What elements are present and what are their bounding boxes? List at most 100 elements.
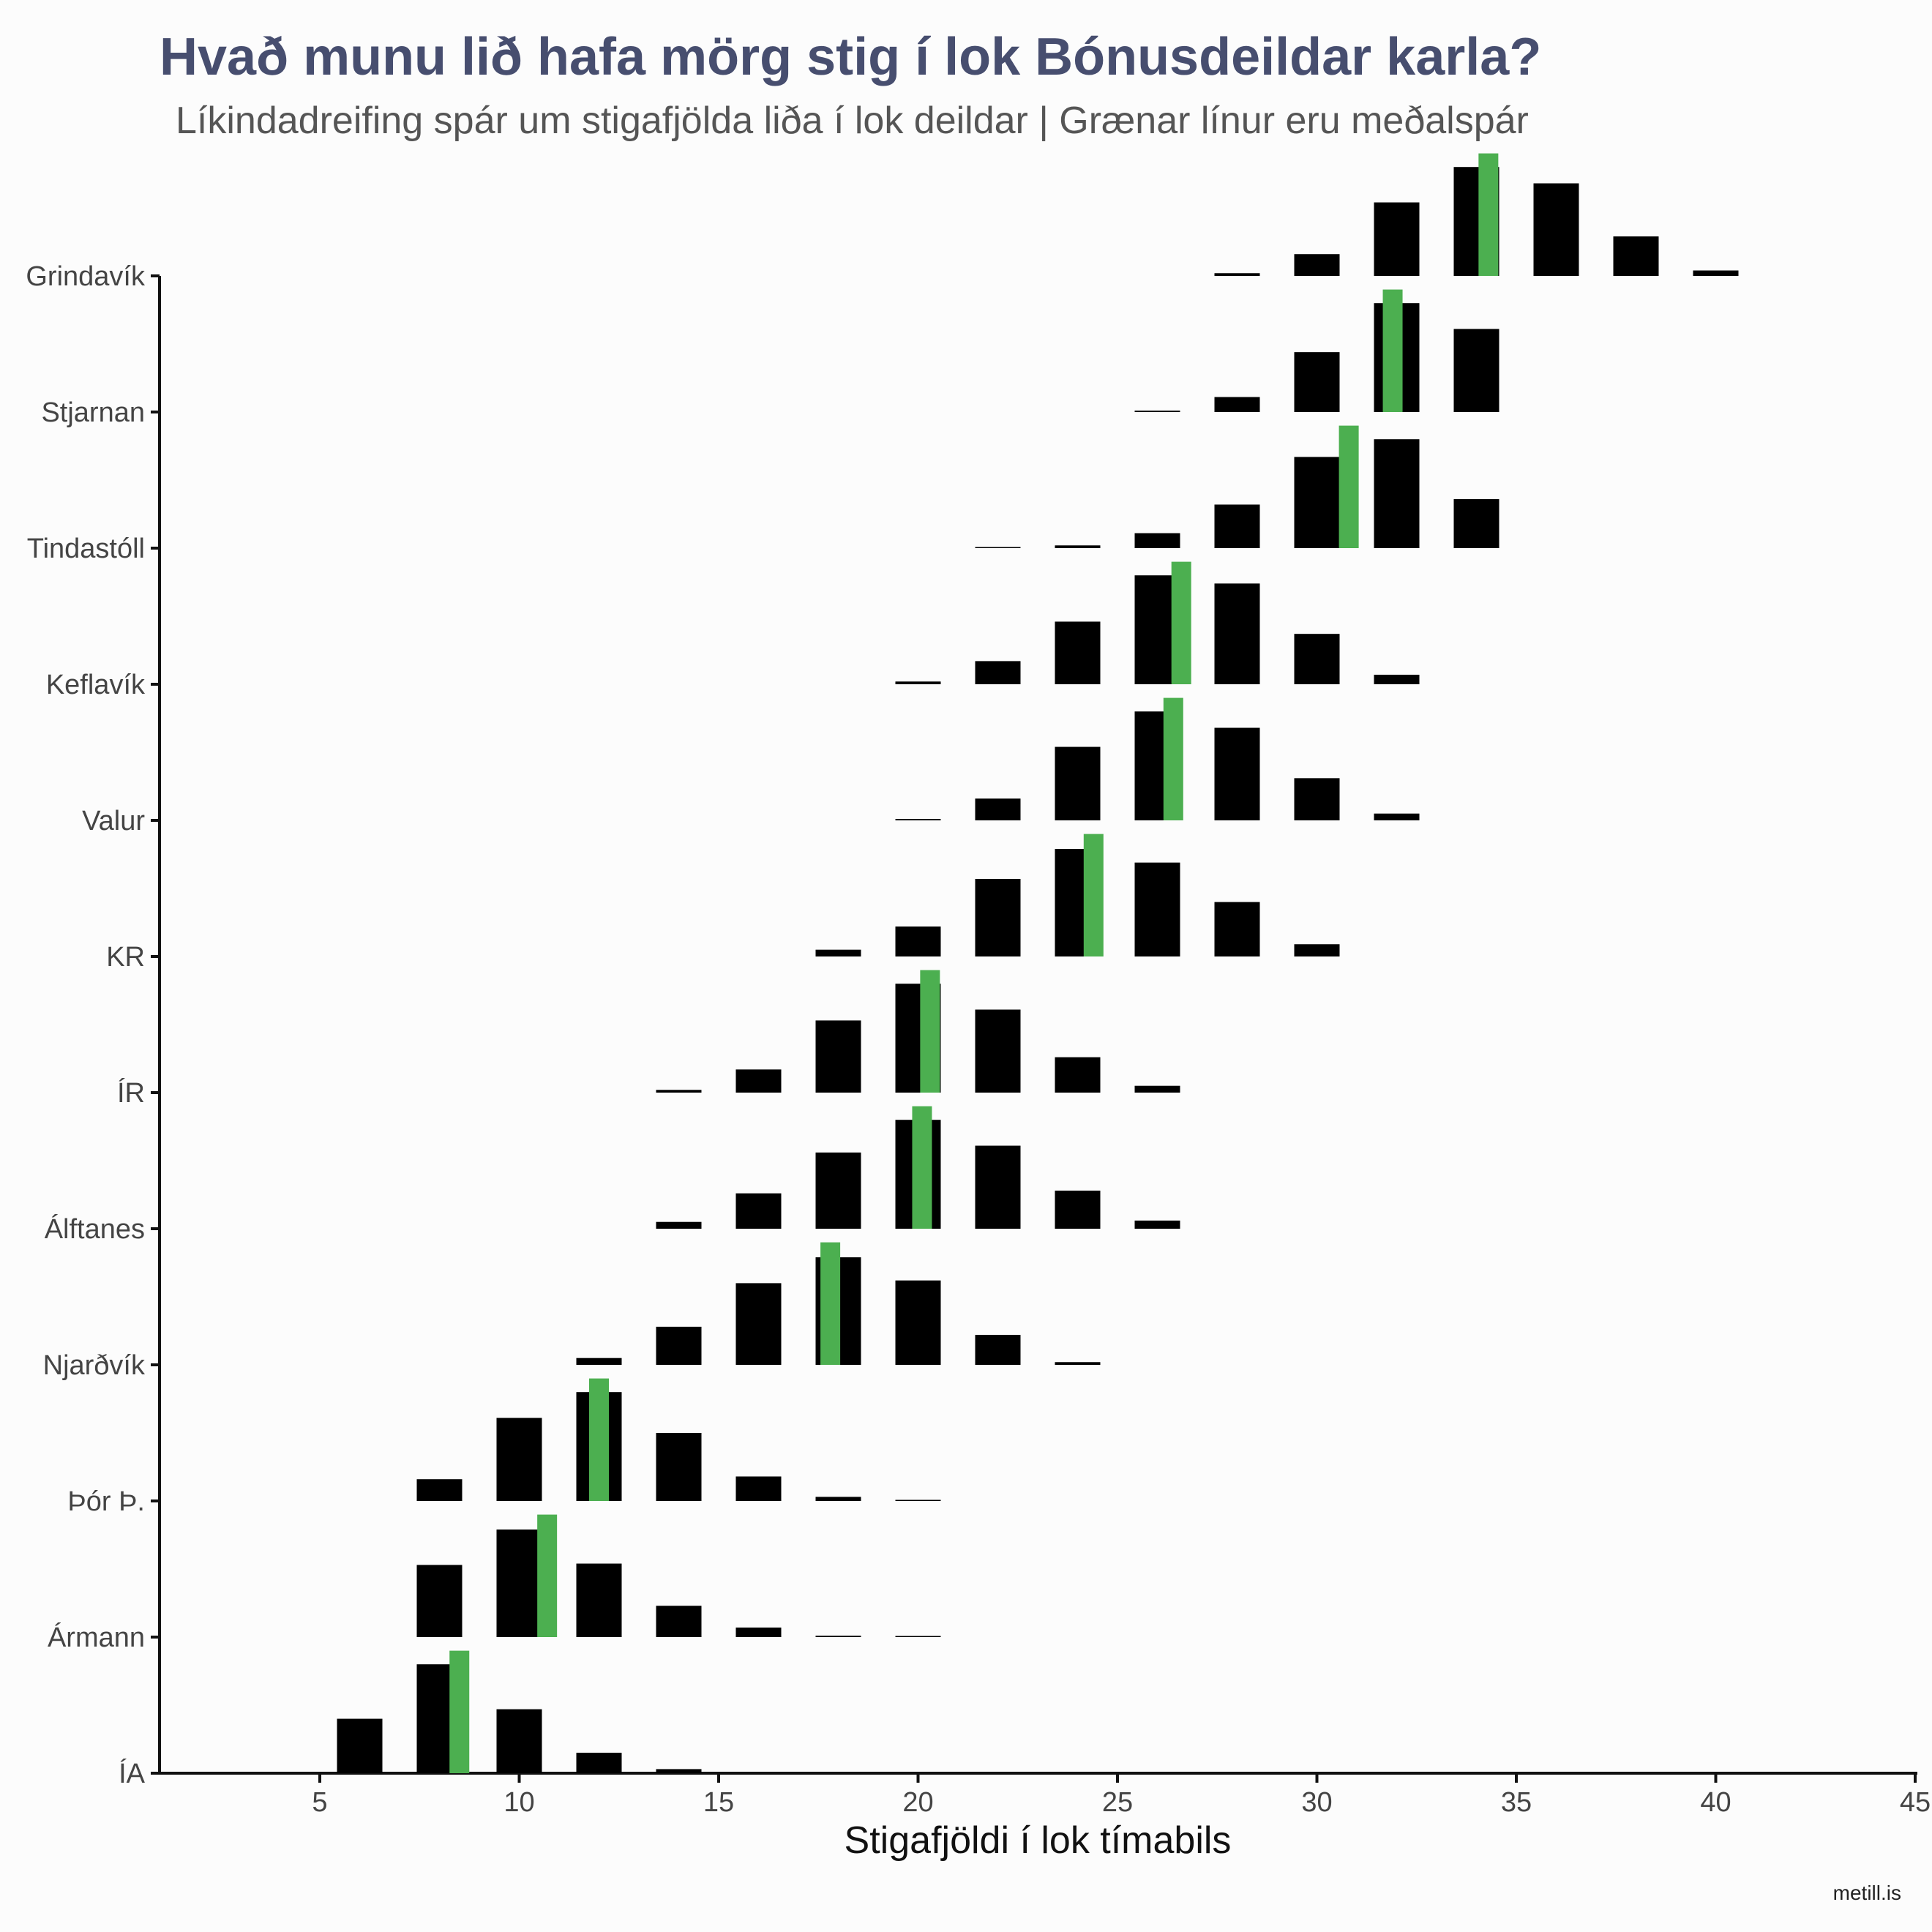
distribution-bar — [975, 798, 1021, 820]
x-tick-label: 25 — [1102, 1787, 1133, 1818]
distribution-bar — [1294, 944, 1340, 956]
mean-line — [537, 1514, 558, 1637]
distribution-bar — [1055, 621, 1101, 684]
distribution-bar — [576, 1563, 622, 1637]
distribution-bar — [1453, 329, 1499, 412]
distribution-bar — [576, 1753, 622, 1773]
x-tick-label: 20 — [902, 1787, 933, 1818]
distribution-bar — [1613, 236, 1659, 276]
distribution-bar — [895, 1499, 941, 1501]
distribution-bar — [1055, 1057, 1101, 1093]
distribution-bar — [735, 1627, 782, 1637]
distribution-bar — [656, 1433, 702, 1501]
mean-line — [920, 970, 940, 1093]
y-tick-label: Álftanes — [45, 1213, 145, 1245]
y-tick-label: Tindastóll — [27, 533, 145, 564]
distribution-bar — [735, 1069, 782, 1093]
distribution-bar — [975, 1009, 1021, 1093]
distribution-bar — [337, 1718, 383, 1773]
mean-line — [589, 1378, 609, 1501]
x-tick-label: 15 — [703, 1787, 734, 1818]
y-tick-label: Njarðvík — [43, 1350, 146, 1381]
distribution-bar — [1214, 902, 1260, 956]
y-tick-label: ÍR — [117, 1077, 145, 1109]
distribution-bar — [576, 1358, 622, 1365]
distribution-bar — [815, 1497, 861, 1501]
y-tick-label: ÍA — [119, 1758, 146, 1789]
distribution-bar — [656, 1090, 702, 1093]
caption: metill.is — [1833, 1882, 1901, 1904]
distribution-bar — [656, 1606, 702, 1637]
y-tick-label: Grindavík — [26, 261, 146, 292]
chart-title: Hvað munu lið hafa mörg stig í lok Bónus… — [160, 28, 1541, 86]
distribution-bar — [1214, 583, 1260, 684]
distribution-bar — [1214, 273, 1260, 276]
distribution-bar — [1055, 1190, 1101, 1229]
y-tick-label: Stjarnan — [41, 397, 145, 428]
mean-line — [1171, 561, 1191, 684]
distribution-bar — [416, 1565, 463, 1637]
distribution-bar — [1294, 457, 1340, 548]
distribution-bar — [815, 1152, 861, 1229]
y-tick-label: Valur — [82, 806, 145, 836]
distribution-bar — [975, 661, 1021, 684]
x-axis-title: Stigafjöldi í lok tímabils — [845, 1819, 1232, 1862]
distribution-bar — [895, 926, 941, 956]
distribution-bar — [1134, 1085, 1180, 1093]
distribution-bar — [1453, 499, 1499, 548]
mean-line — [449, 1650, 470, 1773]
distribution-bar — [1693, 270, 1739, 276]
distribution-bar — [496, 1530, 542, 1637]
distribution-bar — [975, 1335, 1021, 1365]
mean-line — [1382, 289, 1403, 412]
distribution-bar — [815, 949, 861, 956]
distribution-bar — [416, 1479, 463, 1501]
distribution-bar — [496, 1418, 542, 1501]
distribution-bar — [656, 1221, 702, 1229]
mean-line — [1478, 153, 1499, 276]
x-tick-label: 5 — [312, 1787, 327, 1818]
mean-line — [1338, 425, 1359, 548]
distribution-bar — [1214, 397, 1260, 412]
distribution-bar — [735, 1283, 782, 1365]
y-tick-label: Ármann — [48, 1622, 145, 1653]
distribution-bar — [1294, 778, 1340, 820]
distribution-bar — [1533, 183, 1579, 276]
distribution-bar — [1374, 439, 1420, 548]
distribution-bar — [1134, 411, 1180, 412]
distribution-bar — [895, 819, 941, 820]
distribution-bar — [895, 681, 941, 684]
distribution-bar — [1055, 746, 1101, 820]
distribution-bar — [1374, 674, 1420, 684]
y-tick-label: Keflavík — [46, 670, 146, 700]
distribution-bar — [1134, 862, 1180, 956]
distribution-bar — [496, 1709, 542, 1773]
y-tick-label: Þór Þ. — [67, 1486, 145, 1517]
distribution-bar — [1134, 533, 1180, 548]
mean-line — [1083, 834, 1104, 956]
distribution-bar — [656, 1769, 702, 1773]
distribution-bar — [1055, 1362, 1101, 1365]
y-tick-label: KR — [106, 942, 145, 973]
distribution-bar — [1374, 813, 1420, 820]
distribution-bar — [1374, 202, 1420, 276]
distribution-bar — [975, 878, 1021, 956]
distribution-bar — [1294, 634, 1340, 684]
distribution-bar — [815, 1636, 861, 1637]
x-tick-label: 35 — [1501, 1787, 1532, 1818]
distribution-bar — [975, 547, 1021, 548]
x-tick-label: 30 — [1301, 1787, 1332, 1818]
chart-subtitle: Líkindadreifing spár um stigafjölda liða… — [176, 100, 1529, 142]
distribution-bar — [895, 1636, 941, 1637]
distribution-bar — [975, 1145, 1021, 1229]
distribution-bar — [1294, 352, 1340, 412]
distribution-bar — [735, 1476, 782, 1501]
distribution-bar — [656, 1326, 702, 1365]
distribution-bar — [1214, 504, 1260, 548]
distribution-bar — [815, 1020, 861, 1093]
distribution-bar — [1294, 254, 1340, 276]
distribution-bar — [735, 1193, 782, 1229]
mean-line — [912, 1106, 932, 1229]
